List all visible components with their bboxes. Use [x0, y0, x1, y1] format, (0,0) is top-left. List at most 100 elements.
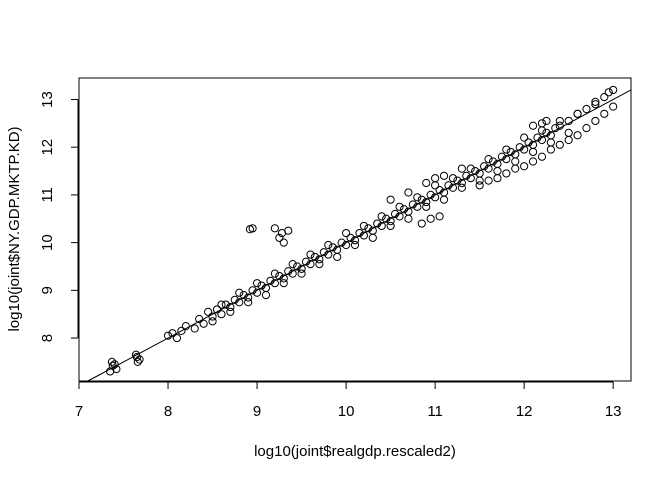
data-point: [582, 104, 591, 114]
data-point: [364, 224, 373, 233]
data-point: [163, 331, 173, 340]
data-point: [466, 174, 475, 183]
data-point: [413, 193, 422, 202]
data-point: [573, 109, 582, 118]
data-point: [511, 157, 520, 166]
data-point: [244, 293, 253, 302]
data-point: [591, 100, 600, 109]
data-point: [448, 183, 458, 192]
data-point: [413, 202, 422, 211]
y-tick-label: 9: [39, 286, 56, 294]
data-point: [484, 155, 493, 164]
data-point: [537, 126, 547, 135]
data-point: [270, 269, 279, 278]
data-point: [502, 155, 511, 164]
data-point: [386, 221, 395, 231]
data-point: [107, 357, 117, 367]
data-point: [288, 269, 297, 278]
data-point: [252, 279, 262, 288]
data-point: [324, 240, 333, 250]
data-point: [386, 217, 395, 226]
data-point: [342, 228, 351, 238]
data-point: [226, 307, 235, 316]
data-point: [520, 145, 529, 154]
y-axis: 8 9 10 11 12 13: [39, 91, 79, 342]
data-point: [439, 171, 449, 180]
data-point: [555, 116, 564, 126]
data-point: [257, 281, 266, 290]
data-point: [373, 219, 382, 228]
data-point: [239, 291, 248, 300]
data-point: [208, 312, 217, 321]
data-point: [172, 333, 182, 343]
data-point: [426, 190, 435, 200]
data-point: [190, 324, 199, 333]
data-point: [217, 300, 226, 309]
data-points-layer: [106, 85, 618, 376]
data-point: [279, 274, 288, 283]
data-point: [235, 288, 244, 297]
data-point: [435, 186, 444, 195]
x-tick-label: 7: [75, 403, 83, 420]
data-point: [444, 181, 453, 190]
data-point: [297, 264, 306, 273]
data-point: [288, 259, 297, 269]
data-point: [582, 124, 591, 133]
data-point: [404, 214, 413, 223]
data-point: [422, 202, 431, 211]
data-point: [245, 225, 255, 234]
data-point: [439, 195, 449, 204]
data-point: [502, 169, 511, 178]
data-point: [212, 305, 222, 314]
data-point: [520, 162, 529, 171]
data-point: [301, 257, 311, 266]
data-point: [350, 240, 360, 250]
data-point: [235, 298, 244, 307]
data-point: [453, 176, 462, 185]
data-point: [555, 121, 564, 130]
data-point: [382, 214, 391, 223]
data-point: [431, 174, 440, 183]
data-point: [181, 322, 190, 331]
data-point: [404, 188, 413, 197]
data-point: [546, 138, 555, 147]
data-point: [297, 269, 306, 278]
data-point: [279, 279, 288, 288]
data-point: [506, 147, 515, 157]
data-point: [511, 164, 520, 173]
data-point: [279, 238, 288, 247]
data-point: [528, 121, 538, 130]
data-point: [462, 171, 471, 180]
data-point: [248, 286, 257, 295]
x-tick-label: 9: [253, 403, 261, 420]
data-point: [542, 116, 551, 126]
data-point: [266, 276, 275, 285]
data-point: [493, 174, 502, 183]
data-point: [204, 307, 213, 316]
data-point: [195, 314, 204, 324]
data-point: [546, 145, 555, 154]
data-point: [221, 300, 230, 309]
data-point: [502, 145, 511, 154]
data-point: [284, 226, 293, 235]
data-point: [537, 152, 547, 161]
data-point: [306, 250, 315, 259]
data-point: [417, 195, 426, 204]
data-point: [537, 119, 547, 128]
data-point: [275, 271, 284, 281]
data-point: [110, 360, 119, 369]
data-point: [417, 219, 426, 228]
data-point: [359, 231, 368, 240]
data-point: [399, 205, 409, 214]
data-point: [475, 176, 484, 185]
data-point: [133, 357, 142, 367]
x-axis: 7 8 9 10 11 12 13: [75, 381, 622, 420]
data-point: [275, 233, 284, 242]
data-point: [493, 166, 502, 176]
data-point: [484, 164, 493, 173]
data-point: [230, 295, 239, 304]
data-point: [177, 326, 186, 335]
data-point: [537, 135, 547, 145]
data-point: [168, 329, 177, 338]
